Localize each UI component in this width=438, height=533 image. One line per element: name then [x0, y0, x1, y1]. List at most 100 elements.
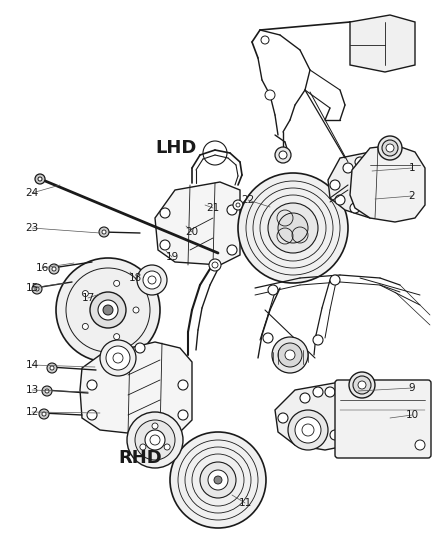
Circle shape [102, 230, 106, 234]
Circle shape [152, 423, 158, 429]
Circle shape [135, 343, 145, 353]
Circle shape [378, 136, 402, 160]
Polygon shape [328, 150, 402, 218]
Circle shape [382, 140, 398, 156]
Circle shape [47, 363, 57, 373]
Circle shape [145, 430, 165, 450]
Circle shape [313, 433, 323, 443]
Text: 22: 22 [241, 195, 254, 205]
Circle shape [278, 413, 288, 423]
Circle shape [268, 285, 278, 295]
Text: 11: 11 [238, 498, 251, 508]
Circle shape [32, 284, 42, 294]
Circle shape [295, 417, 321, 443]
Circle shape [330, 180, 340, 190]
Circle shape [49, 264, 59, 274]
Polygon shape [80, 342, 192, 436]
Circle shape [50, 366, 54, 370]
Text: 19: 19 [166, 252, 179, 262]
Circle shape [355, 157, 365, 167]
Circle shape [160, 240, 170, 250]
Circle shape [214, 476, 222, 484]
Circle shape [143, 271, 161, 289]
Circle shape [275, 147, 291, 163]
Polygon shape [350, 145, 425, 222]
Circle shape [150, 435, 160, 445]
Circle shape [35, 287, 39, 291]
Circle shape [148, 276, 156, 284]
Circle shape [227, 245, 237, 255]
Circle shape [300, 393, 310, 403]
Circle shape [52, 267, 56, 271]
Circle shape [288, 410, 328, 450]
Circle shape [45, 389, 49, 393]
Text: 21: 21 [206, 203, 219, 213]
Text: 16: 16 [35, 263, 49, 273]
Text: 12: 12 [25, 407, 39, 417]
Circle shape [133, 307, 139, 313]
Circle shape [178, 380, 188, 390]
Circle shape [238, 173, 348, 283]
Circle shape [377, 160, 387, 170]
Circle shape [227, 205, 237, 215]
Text: 20: 20 [185, 227, 198, 237]
Circle shape [297, 427, 307, 437]
Circle shape [313, 335, 323, 345]
Circle shape [42, 412, 46, 416]
Circle shape [87, 410, 97, 420]
Circle shape [279, 151, 287, 159]
Circle shape [343, 163, 353, 173]
Circle shape [268, 203, 318, 253]
Circle shape [106, 346, 130, 370]
Circle shape [208, 470, 228, 490]
Circle shape [236, 203, 240, 207]
Circle shape [135, 425, 145, 435]
Circle shape [349, 372, 375, 398]
Circle shape [358, 381, 366, 389]
Circle shape [233, 200, 243, 210]
Circle shape [170, 432, 266, 528]
Text: 14: 14 [25, 360, 39, 370]
Text: 18: 18 [128, 273, 141, 283]
Circle shape [313, 387, 323, 397]
Circle shape [135, 420, 175, 460]
Circle shape [325, 387, 335, 397]
Circle shape [212, 262, 218, 268]
Circle shape [137, 265, 167, 295]
Circle shape [335, 195, 345, 205]
Circle shape [200, 462, 236, 498]
Polygon shape [155, 182, 240, 265]
Circle shape [178, 410, 188, 420]
Circle shape [415, 440, 425, 450]
Text: 9: 9 [409, 383, 415, 393]
Circle shape [278, 343, 302, 367]
Circle shape [263, 333, 273, 343]
Circle shape [343, 420, 353, 430]
Circle shape [272, 337, 308, 373]
Circle shape [113, 280, 120, 286]
Circle shape [367, 157, 377, 167]
Circle shape [113, 353, 123, 363]
Circle shape [265, 90, 275, 100]
Circle shape [82, 290, 88, 296]
Circle shape [38, 177, 42, 181]
Circle shape [385, 170, 395, 180]
Circle shape [99, 227, 109, 237]
Circle shape [164, 444, 170, 450]
Circle shape [35, 174, 45, 184]
Text: 15: 15 [25, 283, 39, 293]
Circle shape [386, 144, 394, 152]
Circle shape [87, 380, 97, 390]
Circle shape [160, 208, 170, 218]
Text: 23: 23 [25, 223, 39, 233]
Circle shape [347, 405, 357, 415]
Circle shape [261, 36, 269, 44]
Circle shape [278, 213, 308, 243]
Circle shape [103, 305, 113, 315]
Circle shape [385, 185, 395, 195]
Text: LHD: LHD [155, 139, 196, 157]
Text: 24: 24 [25, 188, 39, 198]
Circle shape [113, 334, 120, 340]
FancyBboxPatch shape [335, 380, 431, 458]
Circle shape [330, 430, 340, 440]
